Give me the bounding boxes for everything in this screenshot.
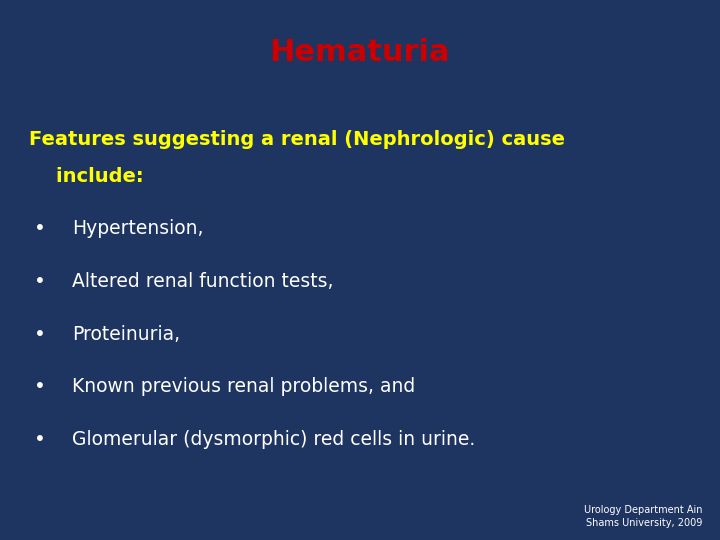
Text: Known previous renal problems, and: Known previous renal problems, and	[72, 377, 415, 396]
Text: Hematuria: Hematuria	[270, 38, 450, 67]
Text: include:: include:	[29, 167, 143, 186]
Text: •: •	[34, 325, 45, 343]
Text: Urology Department Ain
Shams University, 2009: Urology Department Ain Shams University,…	[583, 505, 702, 528]
Text: Proteinuria,: Proteinuria,	[72, 325, 180, 343]
Text: Features suggesting a renal (Nephrologic) cause: Features suggesting a renal (Nephrologic…	[29, 130, 564, 148]
Text: •: •	[34, 430, 45, 449]
Text: Glomerular (dysmorphic) red cells in urine.: Glomerular (dysmorphic) red cells in uri…	[72, 430, 475, 449]
Text: •: •	[34, 377, 45, 396]
Text: Altered renal function tests,: Altered renal function tests,	[72, 272, 333, 291]
Text: Hypertension,: Hypertension,	[72, 219, 204, 238]
Text: •: •	[34, 219, 45, 238]
Text: •: •	[34, 272, 45, 291]
